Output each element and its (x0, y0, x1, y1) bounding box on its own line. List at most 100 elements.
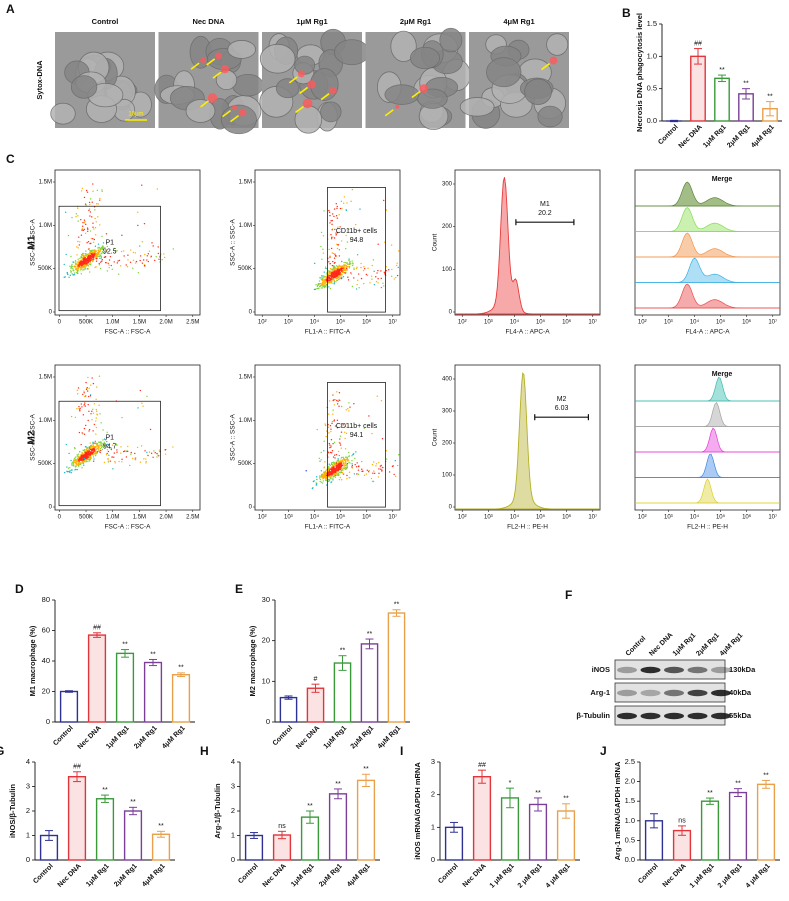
event-dot (77, 261, 79, 264)
event-dot (357, 465, 360, 468)
event-dot (323, 286, 326, 289)
y-axis-label: Arg-1 mRNA/GAPDH mRNA (613, 761, 622, 860)
event-dot (388, 471, 391, 473)
y-tick-label: 0 (431, 855, 435, 864)
x-tick-label: 10³ (284, 320, 293, 326)
event-dot (336, 427, 339, 429)
event-dot (340, 277, 342, 280)
arrow (295, 105, 305, 114)
event-dot (339, 207, 342, 210)
event-dot (80, 273, 82, 275)
event-dot (323, 472, 326, 474)
event-dot (325, 275, 328, 277)
event-dot (349, 462, 351, 464)
event-dot (90, 456, 92, 458)
event-dot (80, 269, 82, 271)
cell (50, 102, 76, 125)
event-dot (85, 264, 88, 266)
event-dot (336, 391, 338, 393)
plot-frame (454, 364, 601, 511)
cell (185, 99, 216, 123)
event-dot (75, 465, 77, 468)
bar (387, 612, 406, 723)
event-dot (91, 453, 93, 455)
event-dot (92, 260, 94, 263)
event-dot (67, 234, 70, 237)
size-label: 40kDa (729, 688, 752, 697)
event-dot (90, 257, 93, 260)
event-dot (335, 202, 337, 205)
event-dot (77, 258, 79, 260)
event-dot (339, 399, 341, 402)
event-dot (137, 224, 139, 227)
event-dot (346, 263, 349, 265)
event-dot (343, 196, 346, 198)
event-dot (330, 276, 333, 279)
event-dot (78, 268, 80, 270)
event-dot (81, 266, 84, 269)
event-dot (340, 447, 342, 449)
event-dot (328, 211, 331, 214)
event-dot (84, 446, 87, 448)
event-dot (331, 450, 334, 452)
significance: ns (678, 818, 686, 825)
y-tick-label: 2.0 (625, 777, 635, 786)
protein-label: β-Tubulin (576, 711, 610, 720)
event-dot (94, 252, 96, 255)
event-dot (74, 268, 77, 270)
event-dot (132, 267, 134, 269)
x-tick-label: 2 μM Rg1 (517, 863, 544, 890)
event-dot (80, 266, 82, 269)
event-dot (94, 256, 97, 258)
event-dot (92, 237, 94, 240)
event-dot (130, 249, 132, 251)
y-tick-label: 300 (442, 409, 453, 415)
event-dot (73, 461, 75, 463)
event-dot (372, 472, 374, 474)
event-dot (103, 446, 105, 448)
event-dot (99, 413, 101, 415)
event-dot (398, 454, 400, 456)
event-dot (87, 253, 89, 255)
event-dot (325, 279, 328, 282)
event-dot (92, 183, 94, 185)
event-dot (100, 254, 102, 256)
panel-letter: J (600, 744, 607, 758)
band (687, 666, 708, 674)
event-dot (125, 264, 127, 266)
event-dot (86, 227, 89, 229)
x-axis-label: FSC-A :: FSC-A (105, 524, 152, 531)
event-dot (336, 205, 338, 208)
x-tick-label: Nec DNA (295, 725, 321, 751)
x-tick-label: 1μM Rg1 (85, 863, 111, 889)
event-dot (90, 250, 92, 252)
event-dot (81, 452, 83, 454)
gate-name: M1 (540, 201, 550, 208)
event-dot (327, 474, 330, 476)
event-dot (337, 469, 339, 472)
event-dot (135, 457, 137, 459)
event-dot (66, 471, 69, 473)
event-dot (336, 232, 339, 234)
event-dot (338, 405, 340, 407)
event-dot (80, 443, 82, 446)
event-dot (348, 410, 350, 412)
significance: ** (340, 648, 346, 655)
event-dot (318, 477, 321, 479)
event-dot (321, 279, 324, 282)
event-dot (351, 464, 354, 467)
y-tick-label: 1.0M (39, 418, 52, 424)
y-tick-label: 0 (266, 717, 270, 726)
event-dot (134, 262, 137, 264)
event-dot (107, 450, 110, 453)
event-dot (91, 447, 93, 450)
arrow (190, 62, 200, 70)
event-dot (344, 437, 346, 440)
gate (327, 186, 386, 313)
y-tick-label: 0 (46, 717, 50, 726)
event-dot (331, 273, 333, 275)
merge-title: Merge (712, 176, 733, 183)
event-dot (373, 270, 375, 273)
event-dot (156, 188, 159, 190)
significance: ** (563, 796, 569, 803)
